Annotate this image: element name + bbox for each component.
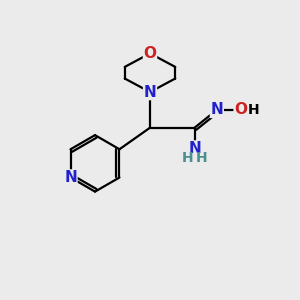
- Text: N: N: [188, 141, 201, 156]
- Text: H: H: [182, 151, 194, 165]
- Text: N: N: [64, 170, 77, 185]
- Text: N: N: [211, 102, 223, 117]
- Text: H: H: [247, 103, 259, 117]
- Text: O: O: [234, 102, 247, 117]
- Text: O: O: [143, 46, 157, 61]
- Text: N: N: [144, 85, 156, 100]
- Text: H: H: [195, 151, 207, 165]
